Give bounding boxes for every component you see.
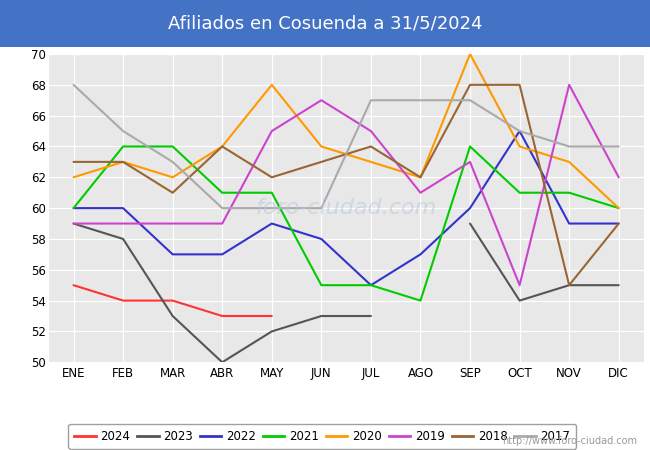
Text: Afiliados en Cosuenda a 31/5/2024: Afiliados en Cosuenda a 31/5/2024 xyxy=(168,14,482,33)
Text: http://www.foro-ciudad.com: http://www.foro-ciudad.com xyxy=(502,436,637,446)
Text: foro-ciudad.com: foro-ciudad.com xyxy=(255,198,437,218)
Legend: 2024, 2023, 2022, 2021, 2020, 2019, 2018, 2017: 2024, 2023, 2022, 2021, 2020, 2019, 2018… xyxy=(68,424,577,449)
